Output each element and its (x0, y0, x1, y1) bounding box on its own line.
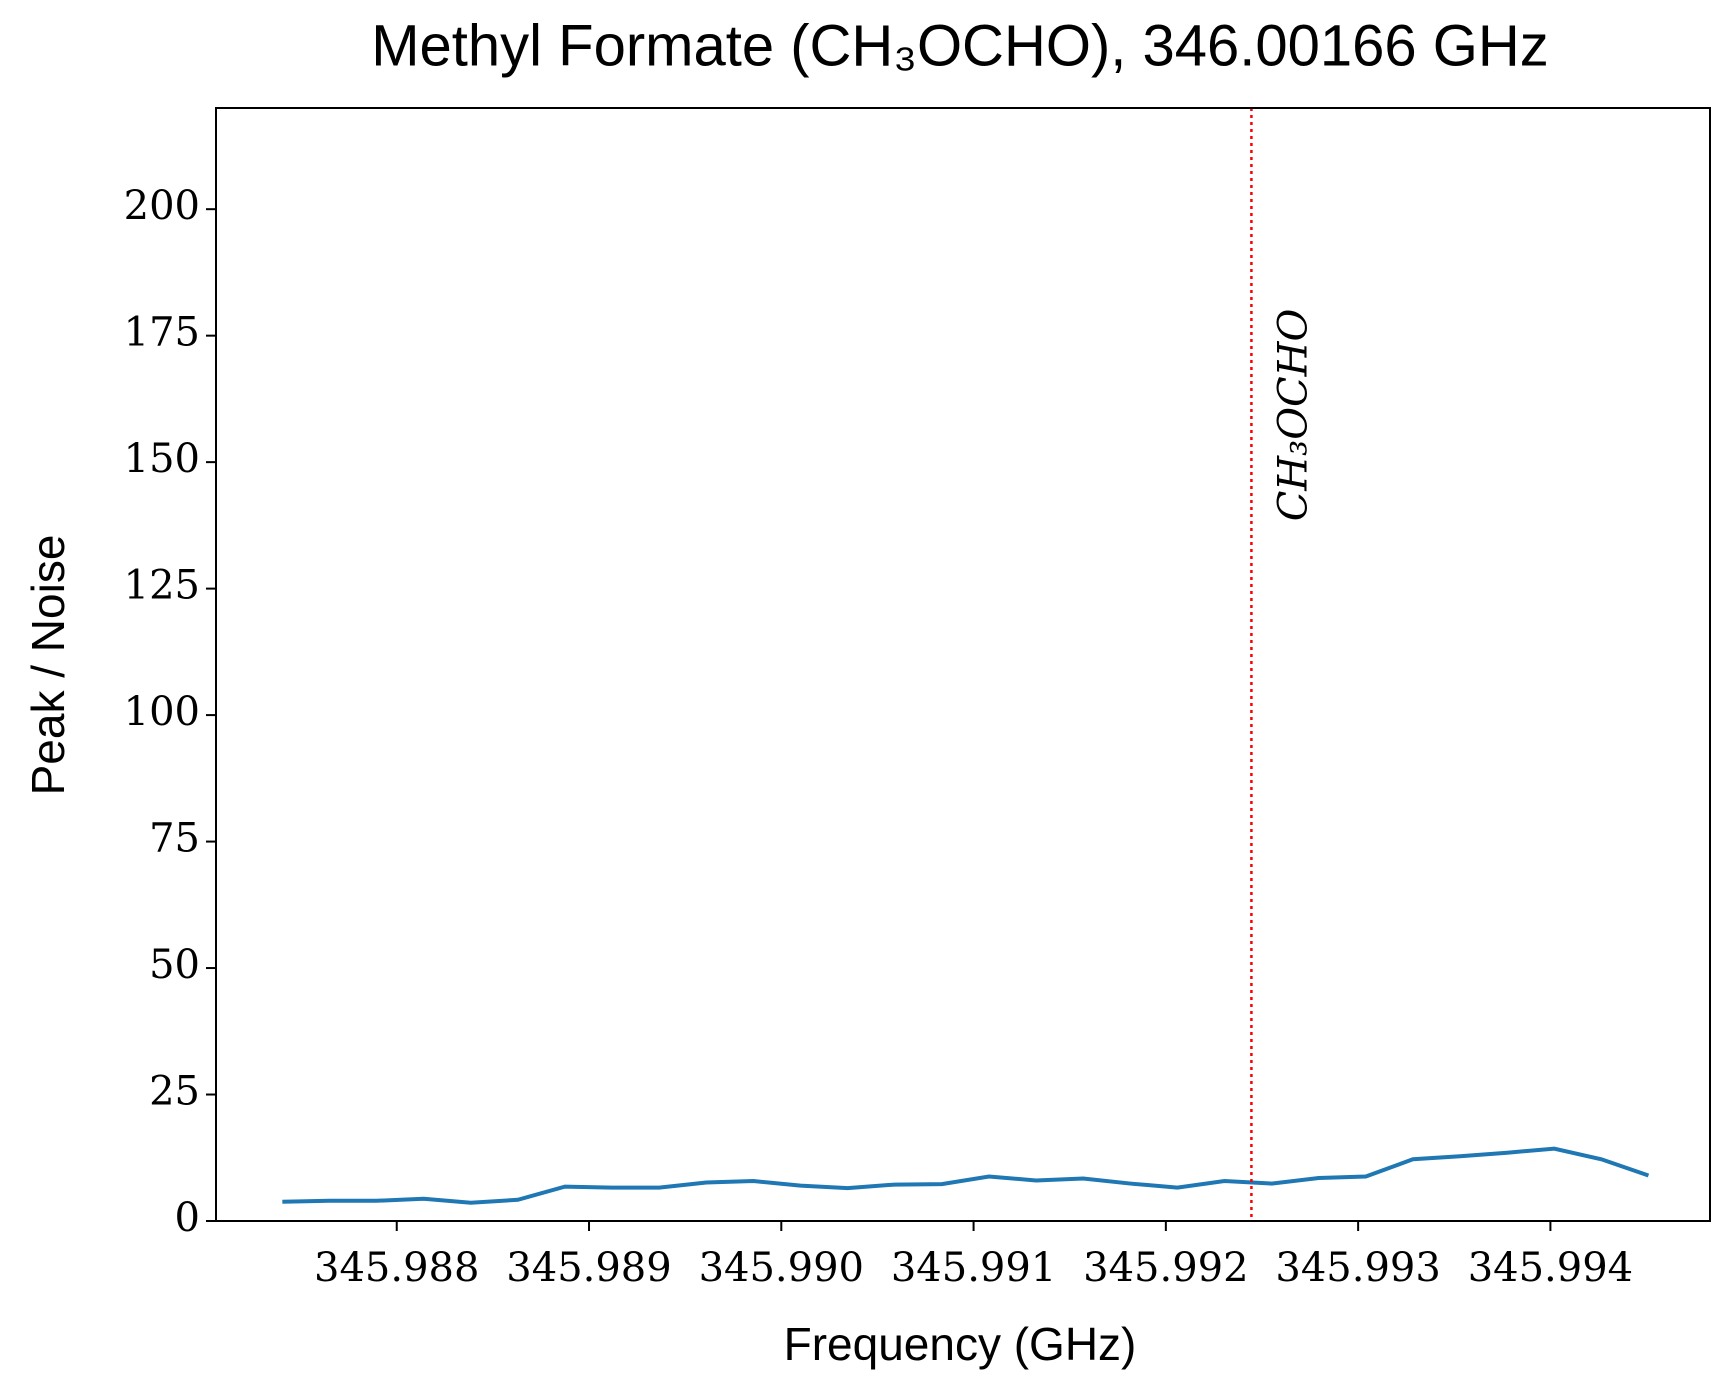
data-line (282, 1146, 1650, 1205)
x-tick-label: 345.989 (506, 1245, 671, 1291)
y-tick-label: 150 (124, 436, 200, 482)
y-tick-label: 125 (124, 563, 200, 609)
y-axis-label: Peak / Noise (22, 535, 74, 796)
x-tick-label: 345.991 (891, 1245, 1056, 1291)
y-tick-label: 200 (124, 183, 200, 229)
y-tick-label: 100 (124, 689, 200, 735)
y-tick-label: 25 (149, 1069, 200, 1115)
x-axis-label: Frequency (GHz) (784, 1318, 1137, 1370)
reference-label: CH₃OCHO (1270, 309, 1316, 522)
x-tick-label: 345.993 (1275, 1245, 1440, 1291)
x-tick-label: 345.992 (1083, 1245, 1248, 1291)
y-tick-label: 50 (149, 942, 200, 988)
y-tick-label: 75 (149, 816, 200, 862)
plot-frame (215, 107, 1711, 1222)
x-tick-label: 345.994 (1468, 1245, 1633, 1291)
x-tick-label: 345.988 (314, 1245, 479, 1291)
x-tick-label: 345.990 (699, 1245, 864, 1291)
y-tick-label: 0 (175, 1195, 200, 1241)
y-tick-label: 175 (124, 310, 200, 356)
chart-title: Methyl Formate (CH₃OCHO), 346.00166 GHz (371, 13, 1549, 78)
